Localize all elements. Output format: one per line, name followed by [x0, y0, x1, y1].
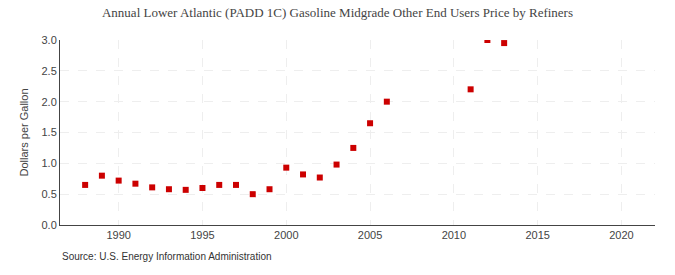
svg-text:1.0: 1.0: [42, 157, 57, 169]
svg-text:2015: 2015: [525, 229, 549, 241]
svg-text:2010: 2010: [442, 229, 466, 241]
svg-text:2.0: 2.0: [42, 96, 57, 108]
svg-text:2.5: 2.5: [42, 65, 57, 77]
svg-text:1990: 1990: [106, 229, 130, 241]
svg-text:0.5: 0.5: [42, 188, 57, 200]
svg-text:Source: U.S. Energy Informatio: Source: U.S. Energy Information Administ…: [62, 251, 272, 262]
svg-text:0.0: 0.0: [42, 219, 57, 231]
svg-text:2020: 2020: [609, 229, 633, 241]
svg-text:3.0: 3.0: [42, 34, 57, 46]
svg-text:Dollars per Gallon: Dollars per Gallon: [18, 88, 30, 176]
svg-text:Annual Lower Atlantic (PADD 1C: Annual Lower Atlantic (PADD 1C) Gasoline…: [102, 5, 573, 20]
svg-text:1.5: 1.5: [42, 126, 57, 138]
svg-text:1995: 1995: [190, 229, 214, 241]
svg-text:2000: 2000: [274, 229, 298, 241]
svg-text:2005: 2005: [358, 229, 382, 241]
